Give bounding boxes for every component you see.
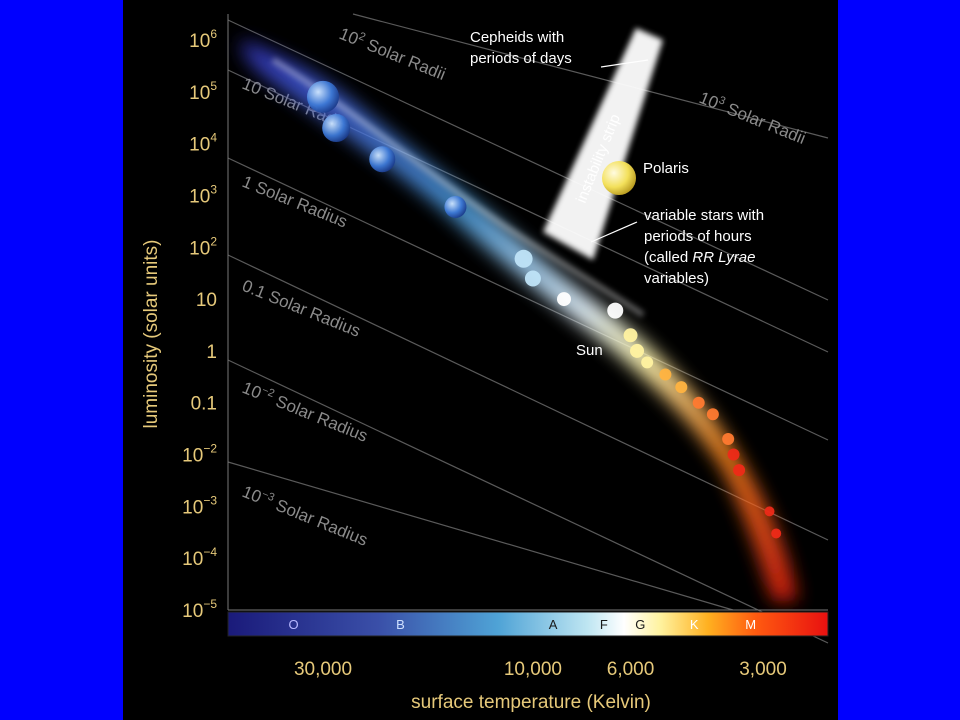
- x-tick-label: 3,000: [739, 659, 787, 680]
- star-markers-layer: [307, 80, 782, 539]
- main-sequence-star: [722, 432, 735, 445]
- y-tick-label: 10: [196, 290, 217, 311]
- y-tick-label: 102: [189, 234, 217, 259]
- x-tick-label: 30,000: [294, 659, 352, 680]
- main-sequence-star: [706, 408, 719, 421]
- radius-line: [227, 461, 734, 611]
- polaris-label: Polaris: [643, 160, 689, 177]
- spectral-bar: [227, 611, 829, 637]
- main-sequence-star: [641, 356, 654, 369]
- main-sequence-star: [444, 195, 467, 218]
- spectral-class-A: A: [549, 617, 558, 632]
- spectral-class-O: O: [288, 617, 298, 632]
- x-ticks: 30,000 10,000 6,000 3,000: [294, 659, 787, 680]
- y-tick-label: 104: [189, 131, 217, 156]
- y-tick-label: 106: [189, 27, 217, 52]
- radius-line: [227, 19, 829, 301]
- main-sequence-star: [623, 328, 638, 343]
- main-sequence-star: [514, 249, 533, 268]
- y-tick-label: 1: [206, 342, 217, 363]
- x-axis-title: surface temperature (Kelvin): [411, 692, 651, 713]
- radius-label: 1 Solar Radius: [240, 172, 351, 231]
- y-tick-label: 10−3: [182, 493, 217, 518]
- x-tick-label: 10,000: [504, 659, 562, 680]
- main-sequence-glow: [241, 40, 798, 602]
- radius-line: [227, 254, 829, 541]
- radius-label: 0.1 Solar Radius: [240, 276, 364, 341]
- main-sequence-star: [675, 381, 688, 394]
- main-sequence-star: [307, 80, 339, 113]
- main-sequence-star: [630, 343, 645, 358]
- radius-label: 10−3 Solar Radius: [240, 481, 371, 550]
- radius-line: [352, 13, 829, 139]
- y-tick-label: 10−4: [182, 545, 217, 570]
- radius-label: 103 Solar Radii: [697, 87, 809, 148]
- slide-panel: 103 Solar Radii 102 Solar Radii 10 Solar R…: [123, 0, 838, 720]
- spectral-class-B: B: [396, 617, 405, 632]
- y-axis-title: luminosity (solar units): [141, 240, 162, 429]
- annotations-layer: Cepheids with periods of days Polaris varia…: [470, 29, 764, 359]
- main-sequence-star: [659, 368, 672, 381]
- main-sequence-star: [727, 448, 740, 461]
- cepheids-pointer: [600, 59, 649, 68]
- y-tick-label: 0.1: [191, 394, 217, 415]
- y-tick-label: 10−2: [182, 442, 217, 467]
- sun-label: Sun: [576, 342, 603, 359]
- main-sequence-star: [369, 146, 396, 173]
- spectral-class-F: F: [600, 617, 608, 632]
- rr-lyrae-pointer: [590, 221, 638, 243]
- main-sequence-star: [556, 292, 571, 307]
- y-tick-label: 10−5: [182, 597, 217, 622]
- main-sequence-star: [771, 528, 782, 539]
- x-tick-label: 6,000: [607, 659, 655, 680]
- spectral-class-K: K: [690, 617, 699, 632]
- main-sequence-star: [524, 270, 541, 287]
- main-sequence-star: [764, 506, 775, 517]
- spectral-class-M: M: [745, 617, 756, 632]
- main-sequence-star: [322, 114, 351, 143]
- cepheids-label: Cepheids with periods of days: [470, 29, 572, 67]
- radius-label: 10−2 Solar Radius: [240, 377, 371, 446]
- main-sequence-star: [607, 302, 624, 319]
- main-sequence-star: [733, 464, 746, 477]
- polaris-star: [602, 161, 636, 195]
- radius-label: 102 Solar Radii: [337, 23, 449, 84]
- spectral-class-G: G: [635, 617, 645, 632]
- y-tick-label: 105: [189, 79, 217, 104]
- main-sequence-star: [692, 396, 705, 409]
- instability-strip: [543, 28, 663, 260]
- y-tick-label: 103: [189, 182, 217, 207]
- radius-line: [227, 157, 829, 441]
- radius-line: [227, 359, 829, 644]
- rr-lyrae-label: variable stars with periods of hours (call…: [644, 207, 764, 287]
